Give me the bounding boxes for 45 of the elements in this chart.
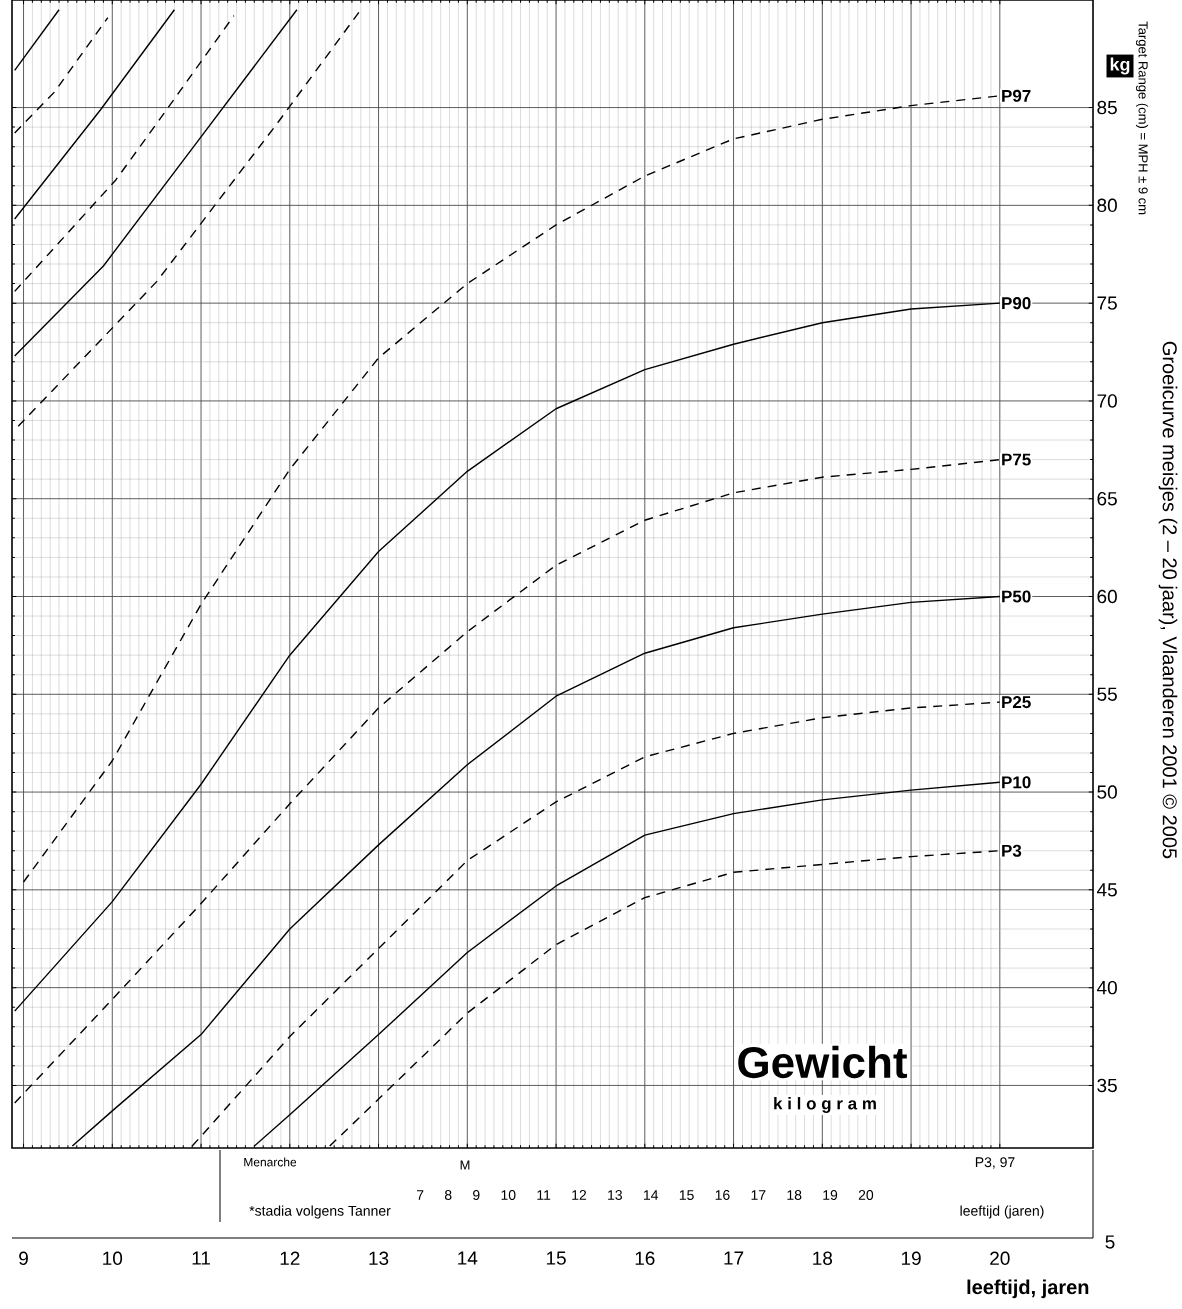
text: Groeicurve meisjes (2 – 20 jaar), Vlaanderen 2001 © 2005: [1158, 341, 1178, 859]
text: Target Range (cm) = MPH ± 9 cm: [1135, 21, 1149, 215]
x-tick-label: 11: [192, 1251, 210, 1265]
text: P3, 97: [975, 1157, 1015, 1169]
x-tick-label: 15: [546, 1251, 566, 1265]
y-tick-label: 80: [1097, 198, 1117, 213]
y-tick-label: 40: [1096, 980, 1117, 995]
series-label: P97: [1002, 89, 1031, 102]
y-tick-label: 45: [1096, 883, 1117, 897]
x-axis-title: leeftijd, jaren: [967, 1279, 1089, 1299]
line-series: [13, 14, 235, 293]
y-tick-label: 50: [1097, 785, 1117, 799]
y-tick-label: 75: [1097, 296, 1117, 310]
y-tick-label: 35: [1097, 1078, 1117, 1093]
y-tick-label: 65: [1097, 491, 1117, 506]
x-tick-label: 17: [724, 1251, 744, 1265]
series-label: P90: [1002, 297, 1031, 310]
x-tick-label: 20: [990, 1251, 1010, 1265]
text: 7 8 9 10 11 12 13 14 15 16 17 18 19 20: [416, 1190, 874, 1200]
series-label: P10: [1002, 776, 1031, 789]
text: *stadia volgens Tanner: [249, 1205, 391, 1219]
line-series: [17, 9, 362, 428]
x-tick-label: 9: [19, 1251, 28, 1265]
series-label: P75: [1002, 453, 1031, 466]
x-tick-label: 10: [103, 1251, 123, 1265]
text: k i l o g r a m: [774, 1097, 876, 1113]
text: Menarche: [244, 1157, 297, 1167]
x-tick-label: 13: [369, 1251, 389, 1265]
series-label: P50: [1002, 590, 1031, 603]
x-tick-label: 12: [280, 1251, 300, 1265]
y-axis-title: kg: [1110, 57, 1130, 75]
x-tick-label: 18: [813, 1251, 833, 1265]
text: 5: [1105, 1235, 1115, 1249]
y-tick-label: 70: [1097, 394, 1117, 408]
series-label: P25: [1002, 696, 1031, 709]
x-tick-label: 16: [635, 1251, 655, 1265]
text: leeftijd (jaren): [960, 1205, 1044, 1219]
x-tick-label: 19: [901, 1251, 921, 1265]
x-tick-label: 14: [458, 1251, 478, 1265]
y-tick-label: 60: [1097, 589, 1117, 604]
y-tick-label: 85: [1097, 100, 1117, 115]
text: M: [460, 1160, 470, 1170]
text: Gewicht: [738, 1045, 908, 1079]
series-label: P3: [1002, 844, 1022, 857]
y-tick-label: 55: [1097, 687, 1117, 701]
